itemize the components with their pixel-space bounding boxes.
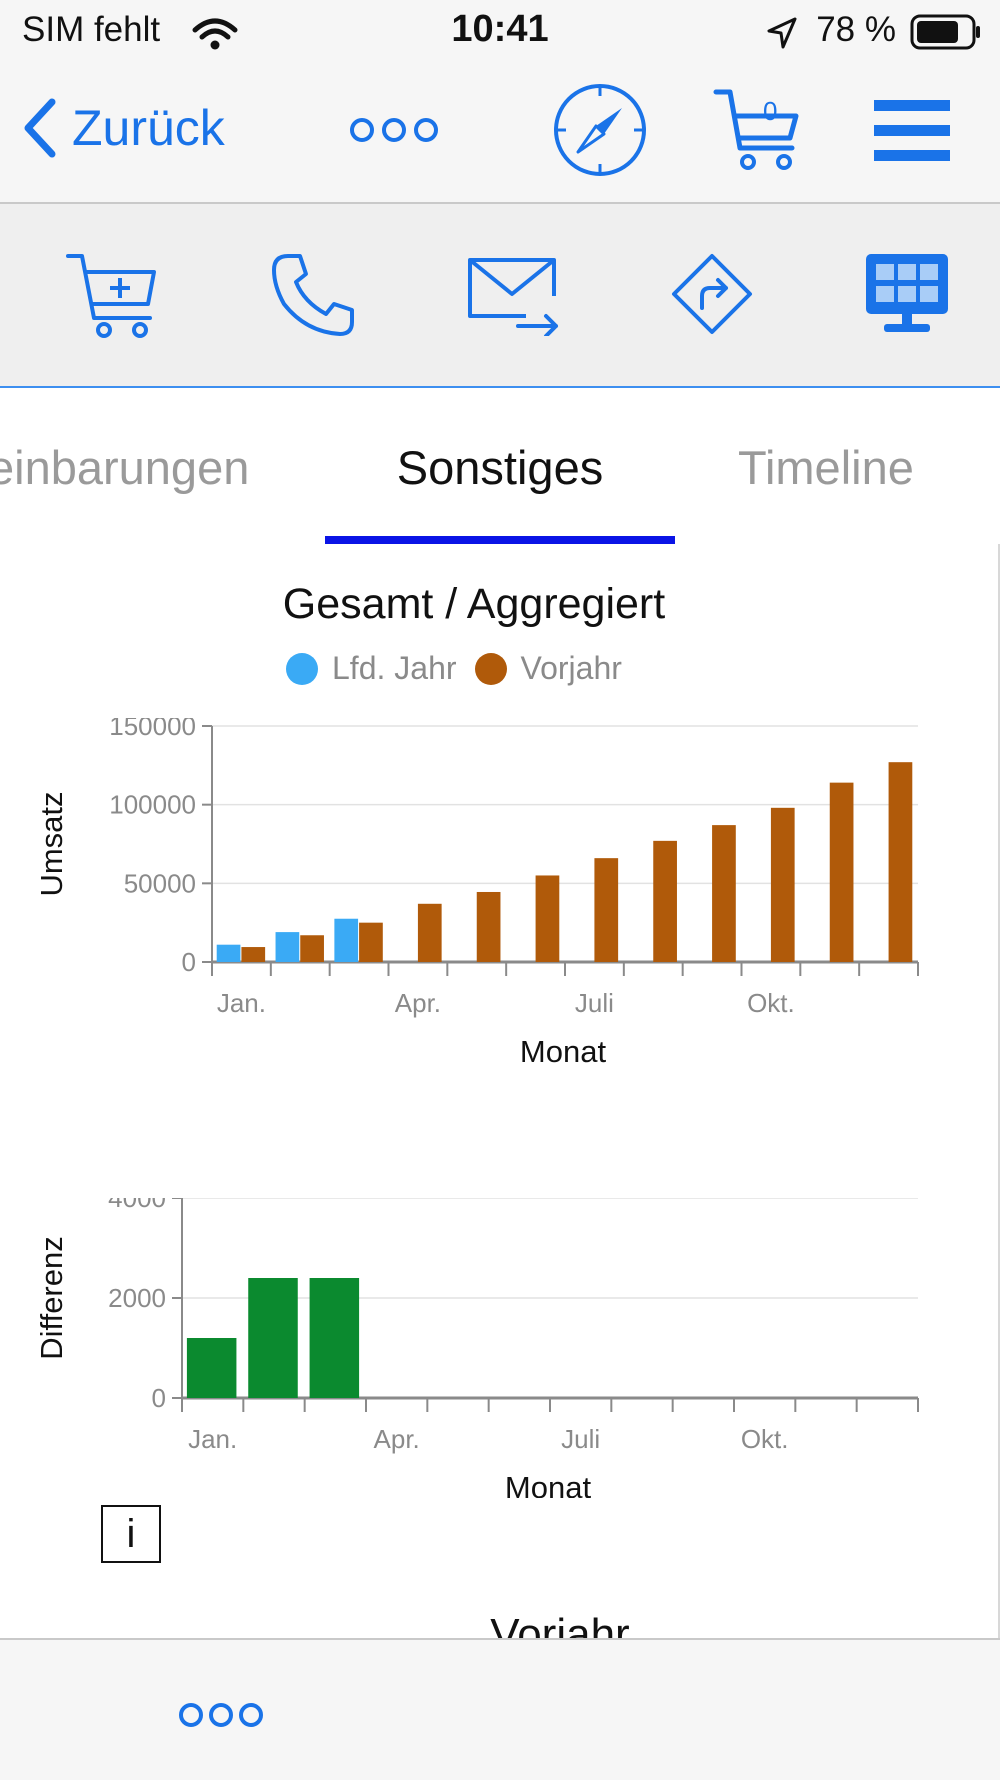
bar [535,875,560,962]
active-tab-indicator [325,536,675,544]
status-bar: SIM fehlt 10:41 78 % [0,0,1000,68]
tab-sonstiges[interactable]: Sonstiges [396,441,604,494]
mail-send-icon[interactable] [466,256,560,336]
action-bar [0,204,1000,388]
x-tick-label: Okt. [741,1424,789,1454]
legend-swatch-previous-year [474,652,507,685]
revenue-chart: 0 50000 100000 150000 Jan. Apr. Juli Okt. Monat U… [34,718,919,1069]
add-to-cart-icon[interactable] [66,248,158,340]
legend-label-previous-year: Vorjahr [520,650,622,686]
chart-legend: Lfd. Jahr Vorjahr [286,650,640,687]
bar [248,1278,298,1398]
y-tick-label: 150000 [109,718,196,741]
dashboard-icon[interactable] [864,252,950,336]
legend-label-current-year: Lfd. Jahr [332,650,457,686]
difference-chart: 0 2000 4000 Jan. Apr. Juli Okt. Monat Differenz [34,1198,919,1498]
y-tick-label: 0 [182,947,196,977]
carrier-label: SIM fehlt [22,10,161,49]
bar [300,935,324,962]
x-axis-label: Monat [505,1470,592,1498]
y-tick-label: 2000 [108,1283,166,1313]
x-tick-label: Okt. [747,988,795,1018]
y-tick-label: 4000 [108,1198,166,1213]
chart-title: Gesamt / Aggregiert [282,580,666,628]
nav-bar: Zurück 0 [0,68,1000,204]
y-axis-label: Differenz [34,1236,69,1360]
battery-icon [910,14,980,50]
x-tick-label: Juli [575,988,614,1018]
bar [275,932,300,962]
bar [476,891,501,962]
x-tick-label: Jan. [188,1424,237,1454]
y-tick-label: 100000 [109,790,196,820]
legend-item-previous-year[interactable]: Vorjahr [474,650,622,687]
compass-icon[interactable] [552,82,648,178]
x-tick-label: Apr. [374,1424,420,1454]
hamburger-menu-icon[interactable] [874,98,950,164]
bar [241,947,266,962]
wifi-icon [192,18,238,50]
y-axis-label: Umsatz [34,791,69,896]
chevron-left-icon [24,98,56,158]
battery-percent: 78 % [816,10,896,49]
bar [653,840,677,962]
bar [829,782,854,962]
section-title-vorjahr: Vorjahr [490,1610,630,1638]
bar [334,918,359,962]
bottom-toolbar [0,1638,1000,1780]
bar [309,1278,360,1398]
bar [712,825,736,962]
phone-icon[interactable] [270,252,356,338]
bar [359,922,383,962]
legend-swatch-current-year [286,652,318,685]
x-tick-label: Juli [561,1424,600,1454]
y-tick-label: 50000 [124,868,196,898]
x-tick-label: Jan. [217,988,266,1018]
scroll-edge-divider [998,544,1000,1638]
cart-icon[interactable] [712,86,802,176]
y-tick-label: 0 [152,1383,166,1413]
bar [216,944,241,962]
bar [888,762,913,962]
cart-count-badge: 0 [763,96,778,126]
location-arrow-icon [767,17,797,49]
more-dots-icon[interactable] [176,1700,266,1730]
legend-item-current-year[interactable]: Lfd. Jahr [286,650,457,687]
bar [186,1338,237,1398]
status-time: 10:41 [451,8,549,50]
back-label: Zurück [72,100,225,156]
x-tick-label: Apr. [395,988,441,1018]
bar [417,903,442,962]
back-button[interactable]: Zurück [22,98,225,158]
bar [594,858,619,962]
info-button[interactable]: i [101,1505,161,1563]
tab-timeline[interactable]: Timeline [738,441,914,494]
route-icon[interactable] [670,252,754,336]
x-axis-label: Monat [520,1034,607,1069]
tab-vereinbarungen[interactable]: einbarungen [0,441,250,494]
content-area: einbarungen Sonstiges Timeline Gesamt / … [0,388,1000,1638]
more-dots-icon[interactable] [346,114,442,146]
bar [770,807,795,962]
